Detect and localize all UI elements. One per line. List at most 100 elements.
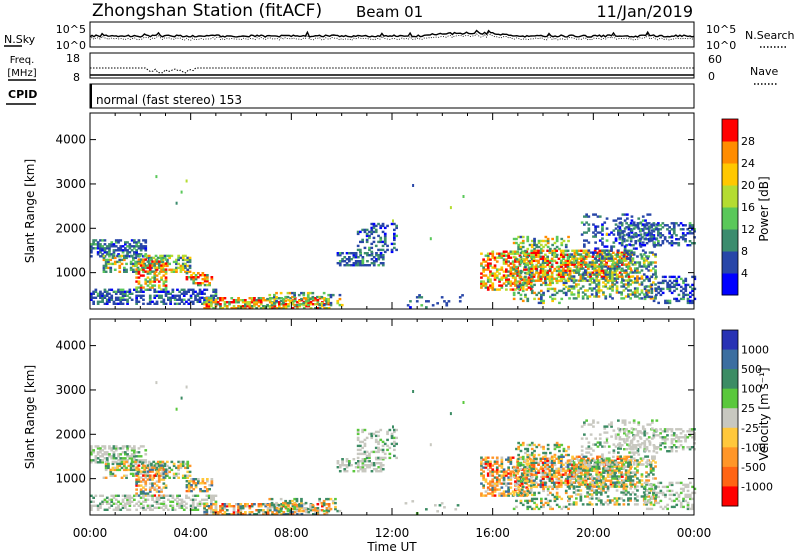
heatmap-cell: [639, 229, 643, 232]
heatmap-cell: [148, 482, 152, 485]
heatmap-cell: [277, 507, 281, 511]
heatmap-cell: [546, 443, 550, 447]
heatmap-cell: [675, 238, 678, 241]
heatmap-cell: [114, 292, 118, 295]
heatmap-cell: [558, 495, 561, 499]
heatmap-cell: [521, 287, 525, 291]
heatmap-cell: [555, 495, 559, 499]
heatmap-cell: [523, 492, 526, 495]
heatmap-cell: [94, 445, 98, 448]
heatmap-cell: [103, 288, 107, 291]
heatmap-cell: [596, 247, 600, 250]
heatmap-cell: [502, 260, 506, 263]
heatmap-cell: [207, 300, 211, 303]
heatmap-cell: [507, 482, 510, 485]
heatmap-cell: [691, 293, 694, 297]
heatmap-cell: [558, 443, 561, 447]
heatmap-cell: [164, 286, 168, 289]
heatmap-cell: [262, 299, 265, 302]
heatmap-cell: [99, 294, 102, 297]
heatmap-cell: [524, 271, 527, 275]
heatmap-cell: [650, 291, 654, 295]
heatmap-cell: [640, 297, 644, 300]
heatmap-cell: [578, 461, 581, 464]
heatmap-cell: [627, 253, 630, 256]
heatmap-cell: [689, 285, 692, 289]
heatmap-cell: [511, 272, 515, 275]
heatmap-cell: [635, 247, 638, 250]
heatmap-cell: [153, 506, 157, 509]
heatmap-cell: [157, 468, 161, 471]
heatmap-cell: [117, 500, 120, 503]
heatmap-cell: [644, 251, 647, 254]
heatmap-cell: [489, 492, 492, 495]
heatmap-cell: [196, 292, 200, 295]
heatmap-cell: [637, 239, 641, 242]
heatmap-cell: [640, 283, 644, 286]
heatmap-cell: [153, 290, 157, 293]
heatmap-cell: [587, 477, 590, 480]
heatmap-cell: [312, 509, 315, 512]
heatmap-cell: [666, 224, 669, 227]
heatmap-cell: [287, 299, 290, 302]
heatmap-cell: [381, 244, 385, 248]
heatmap-cell: [482, 260, 485, 263]
heatmap-cell: [440, 502, 444, 505]
heatmap-cell: [575, 297, 578, 300]
heatmap-cell: [549, 505, 552, 509]
heatmap-cell: [527, 254, 531, 257]
heatmap-cell: [516, 260, 519, 263]
heatmap-cell: [549, 507, 552, 511]
colorbar-tick-label: 8: [741, 245, 748, 258]
heatmap-cell: [250, 511, 254, 514]
heatmap-cell: [498, 494, 501, 497]
heatmap-cell: [365, 232, 369, 236]
heatmap-cell: [119, 459, 123, 462]
heatmap-cell: [361, 446, 364, 450]
heatmap-cell: [586, 265, 589, 268]
heatmap-cell: [262, 513, 265, 516]
heatmap-cell: [484, 460, 488, 463]
heatmap-cell: [677, 293, 681, 297]
heatmap-cell: [575, 271, 578, 274]
heatmap-cell: [567, 445, 570, 449]
heatmap-cell: [99, 255, 102, 258]
heatmap-cell: [456, 504, 460, 507]
heatmap-cell: [162, 500, 166, 503]
heatmap-cell: [682, 281, 685, 285]
heatmap-cell: [661, 242, 665, 245]
heatmap-cell: [137, 468, 141, 471]
heatmap-cell: [530, 279, 534, 282]
heatmap-cell: [132, 464, 135, 468]
heatmap-cell: [110, 498, 114, 501]
heatmap-cell: [142, 286, 145, 289]
heatmap-cell: [500, 266, 504, 269]
heatmap-cell: [537, 253, 540, 256]
heatmap-cell: [560, 507, 564, 511]
heatmap-cell: [255, 307, 258, 310]
heatmap-cell: [105, 508, 109, 511]
heatmap-cell: [495, 460, 499, 463]
heatmap-cell: [219, 305, 222, 308]
heatmap-cell: [363, 460, 367, 463]
heatmap-cell: [155, 294, 159, 297]
heatmap-cell: [121, 251, 125, 254]
heatmap-cell: [189, 504, 193, 507]
heatmap-cell: [289, 509, 292, 512]
heatmap-cell: [393, 454, 396, 458]
heatmap-cell: [270, 503, 274, 507]
heatmap-cell: [300, 291, 303, 295]
heatmap-cell: [627, 249, 631, 252]
heatmap-cell: [212, 296, 215, 299]
heatmap-cell: [597, 273, 601, 276]
heatmap-cell: [515, 281, 518, 285]
heatmap-cell: [530, 259, 534, 263]
heatmap-cell: [148, 286, 152, 289]
heatmap-cell: [519, 443, 523, 447]
heatmap-cell: [146, 472, 150, 475]
heatmap-cell: [528, 491, 532, 495]
heatmap-cell: [509, 462, 513, 465]
heatmap-cell: [246, 303, 249, 306]
heatmap-cell: [559, 467, 563, 470]
heatmap-cell: [374, 230, 378, 234]
